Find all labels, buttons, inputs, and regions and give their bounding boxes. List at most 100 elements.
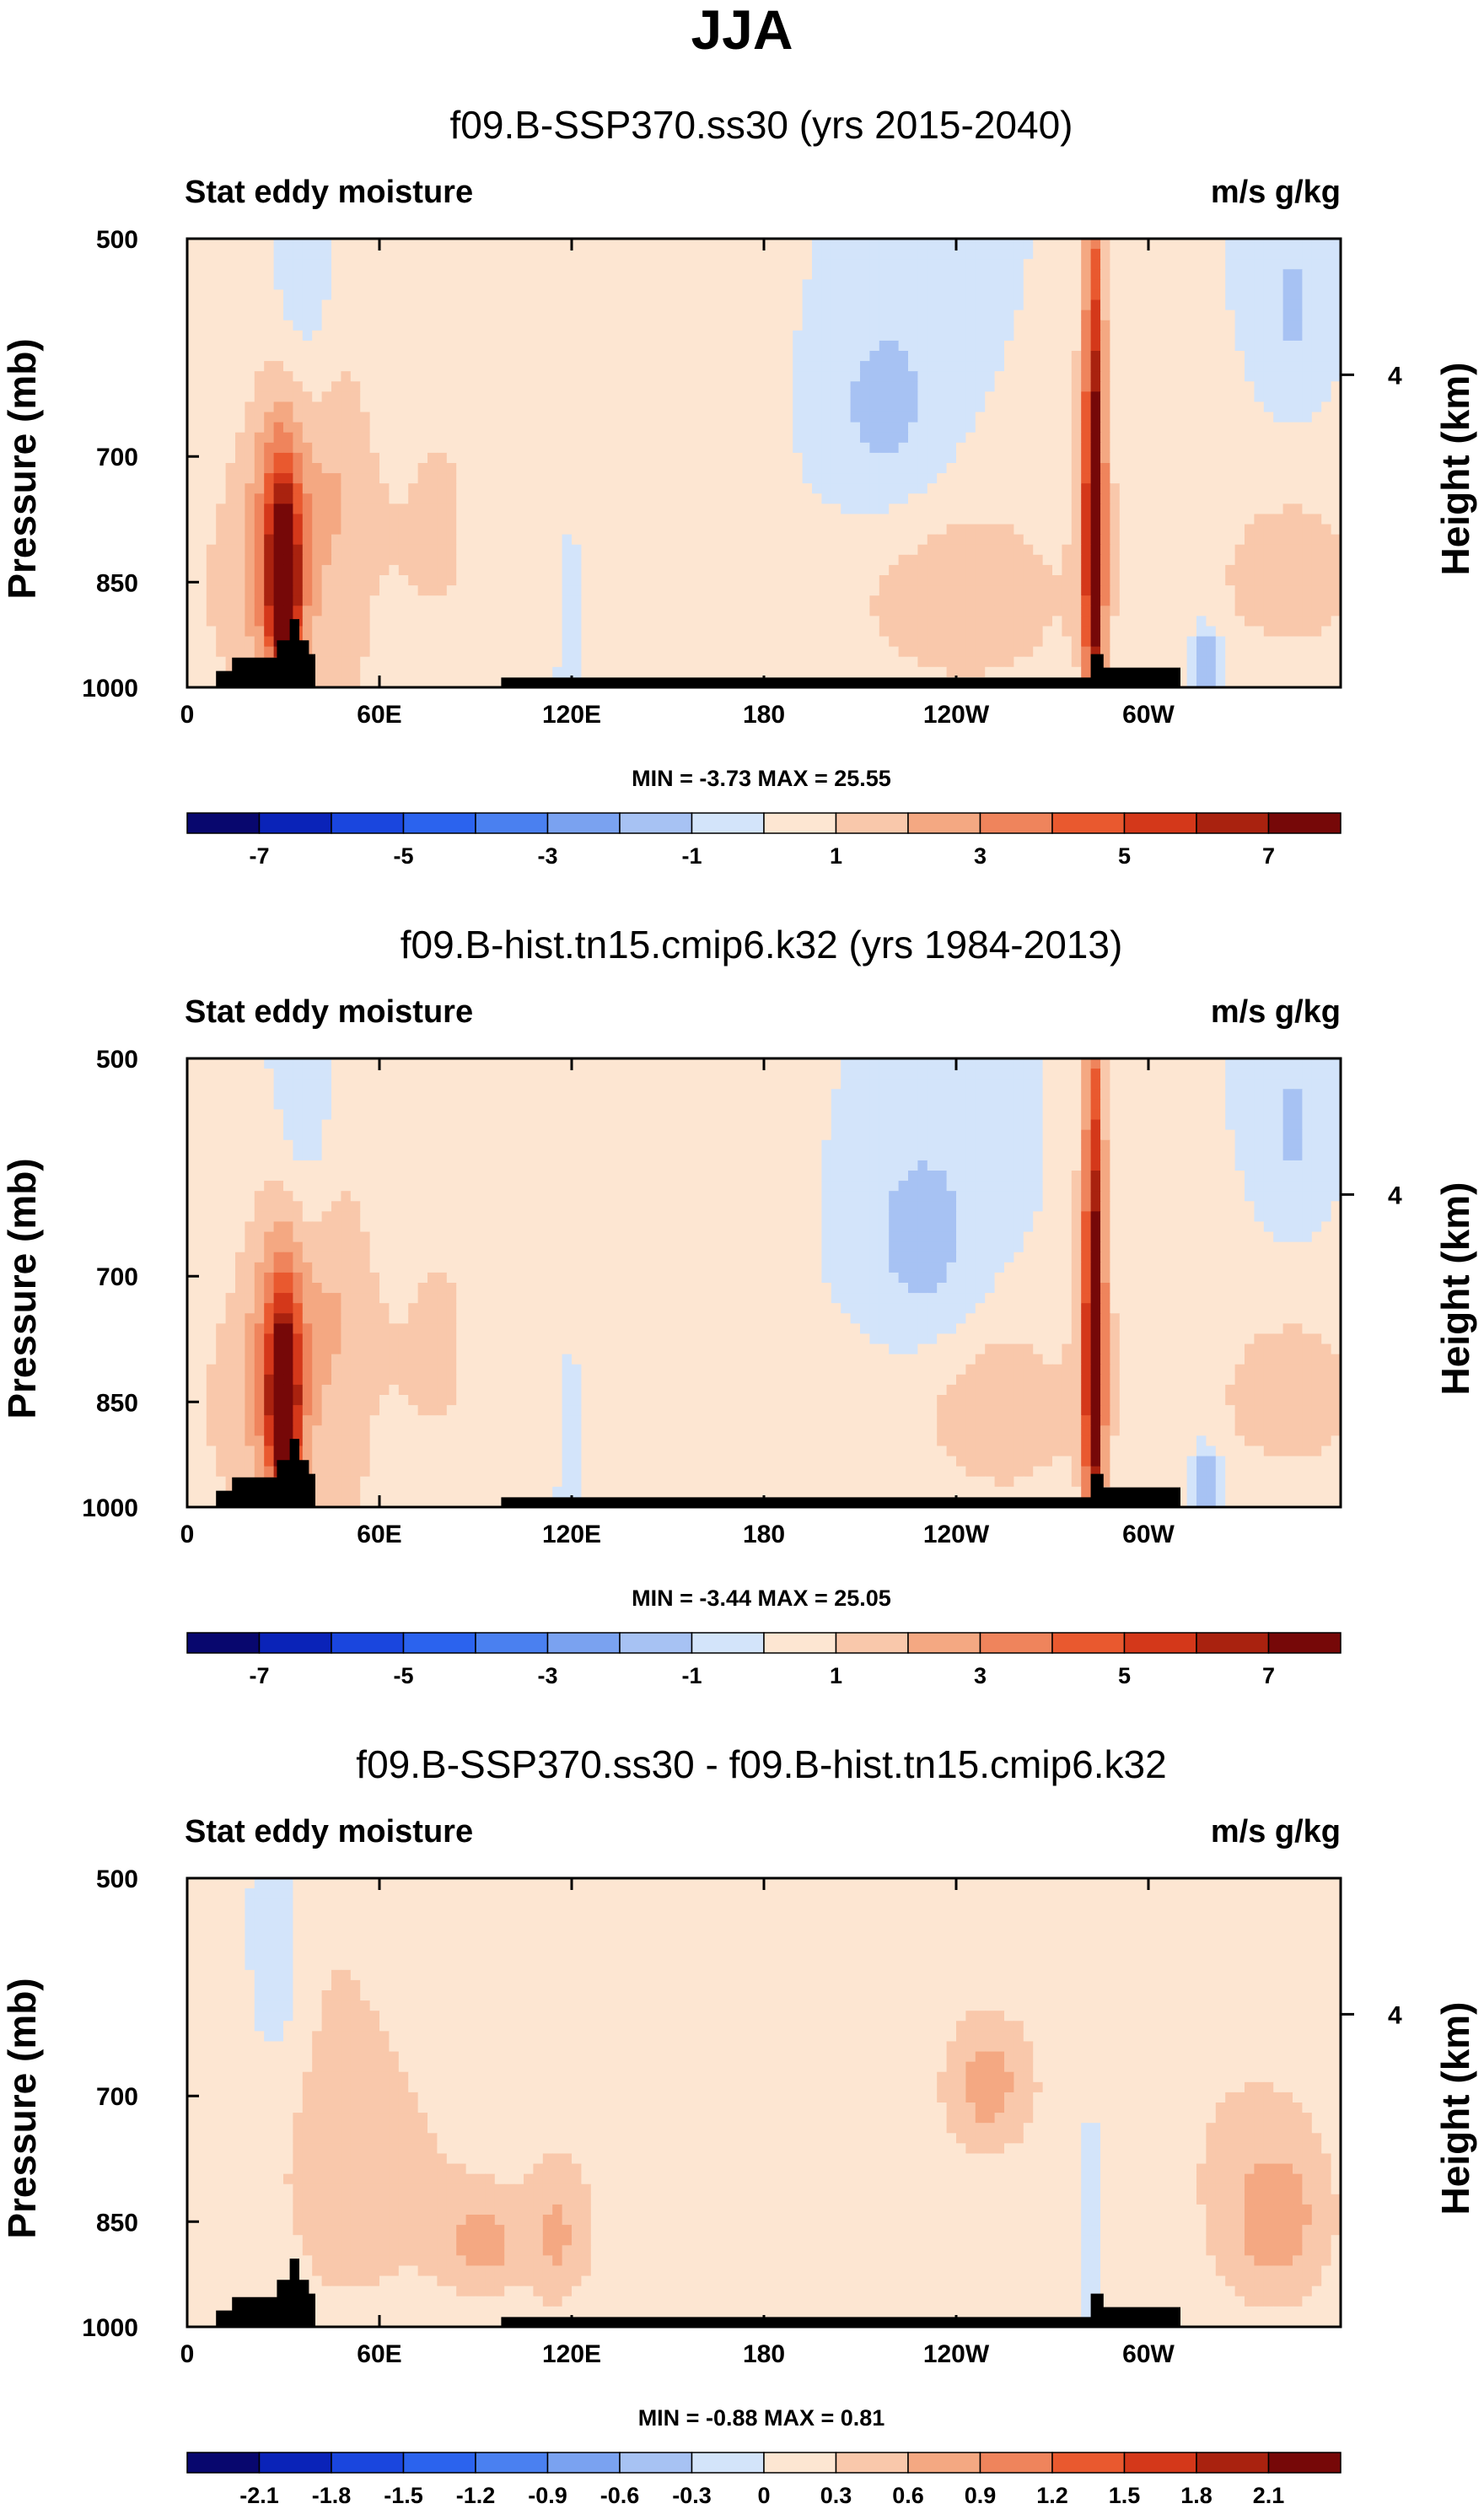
contour-cell: [860, 544, 870, 556]
contour-cell: [293, 249, 304, 260]
contour-cell: [1014, 646, 1024, 658]
contour-cell: [273, 381, 284, 392]
contour-cell: [1167, 585, 1178, 596]
contour-cell: [273, 340, 284, 352]
contour-cell: [1052, 320, 1062, 331]
contour-cell: [1090, 259, 1101, 270]
contour-cell: [341, 585, 352, 596]
contour-cell: [793, 636, 804, 648]
contour-cell: [812, 442, 822, 454]
contour-cell: [206, 432, 217, 444]
contour-cell: [1023, 544, 1034, 556]
contour-cell: [417, 269, 428, 280]
contour-cell: [1293, 616, 1303, 627]
contour-cell: [677, 595, 688, 606]
contour-cell: [1311, 269, 1322, 280]
contour-cell: [1052, 595, 1062, 606]
contour-cell: [841, 463, 852, 474]
contour-cell: [590, 432, 601, 444]
contour-cell: [1273, 534, 1284, 546]
contour-cell: [264, 249, 275, 260]
contour-cell: [1004, 351, 1014, 362]
contour-cell: [677, 259, 688, 270]
contour-cell: [1245, 493, 1255, 504]
contour-cell: [379, 320, 390, 331]
contour-cell: [1206, 564, 1217, 576]
contour-cell: [456, 585, 467, 596]
contour-cell: [187, 391, 197, 403]
contour-cell: [908, 239, 918, 250]
contour-cell: [812, 371, 822, 382]
contour-cell: [658, 442, 669, 454]
contour-cell: [1225, 401, 1236, 413]
contour-cell: [1263, 351, 1274, 362]
contour-cell: [206, 361, 217, 372]
contour-cell: [908, 249, 918, 260]
contour-cell: [1081, 432, 1092, 444]
contour-cell: [389, 279, 400, 291]
contour-cell: [360, 554, 371, 566]
contour-cell: [302, 606, 313, 616]
contour-cell: [245, 452, 255, 464]
contour-cell: [686, 239, 697, 250]
contour-cell: [264, 351, 275, 362]
contour-cell: [485, 299, 496, 311]
contour-cell: [927, 330, 938, 342]
contour-cell: [389, 575, 400, 586]
contour-cell: [321, 534, 332, 546]
contour-cell: [975, 401, 986, 413]
contour-cell: [187, 564, 197, 576]
contour-cell: [283, 493, 293, 504]
contour-cell: [513, 524, 524, 536]
contour-cell: [716, 544, 726, 556]
contour-cell: [879, 442, 890, 454]
contour-cell: [716, 330, 726, 342]
contour-cell: [437, 636, 448, 648]
contour-cell: [1245, 310, 1255, 321]
contour-cell: [216, 626, 227, 638]
contour-cell: [850, 269, 861, 280]
contour-cell: [927, 340, 938, 352]
contour-cell: [542, 361, 553, 372]
contour-cell: [629, 646, 640, 658]
contour-cell: [283, 595, 293, 606]
contour-cell: [533, 483, 544, 494]
contour-cell: [331, 606, 341, 616]
contour-cell: [504, 432, 515, 444]
contour-cell: [1215, 452, 1226, 464]
contour-cell: [668, 381, 678, 392]
contour-cell: [293, 239, 304, 250]
contour-cell: [398, 310, 409, 321]
contour-cell: [1186, 259, 1197, 270]
contour-cell: [975, 371, 986, 382]
contour-cell: [1023, 524, 1034, 536]
contour-cell: [533, 544, 544, 556]
contour-cell: [206, 585, 217, 596]
contour-cell: [465, 249, 476, 260]
contour-cell: [225, 503, 236, 515]
contour-cell: [850, 626, 861, 638]
contour-cell: [610, 299, 621, 311]
contour-cell: [1158, 595, 1169, 606]
contour-cell: [476, 595, 486, 606]
contour-cell: [956, 626, 966, 638]
contour-cell: [437, 432, 448, 444]
contour-cell: [1004, 636, 1014, 648]
contour-cell: [927, 442, 938, 454]
contour-cell: [283, 330, 293, 342]
contour-cell: [542, 595, 553, 606]
contour-cell: [850, 371, 861, 382]
contour-cell: [1148, 361, 1159, 372]
contour-cell: [321, 606, 332, 616]
contour-cell: [206, 381, 217, 392]
contour-cell: [513, 656, 524, 668]
contour-cell: [648, 310, 659, 321]
contour-cell: [677, 371, 688, 382]
panel-1: f09.B-SSP370.ss30 (yrs 2015-2040) Stat e…: [0, 103, 1477, 869]
contour-cell: [1052, 432, 1062, 444]
contour-cell: [235, 564, 245, 576]
contour-cell: [600, 656, 611, 668]
contour-cell: [1042, 554, 1053, 566]
contour-cell: [1234, 239, 1245, 250]
contour-cell: [427, 585, 438, 596]
